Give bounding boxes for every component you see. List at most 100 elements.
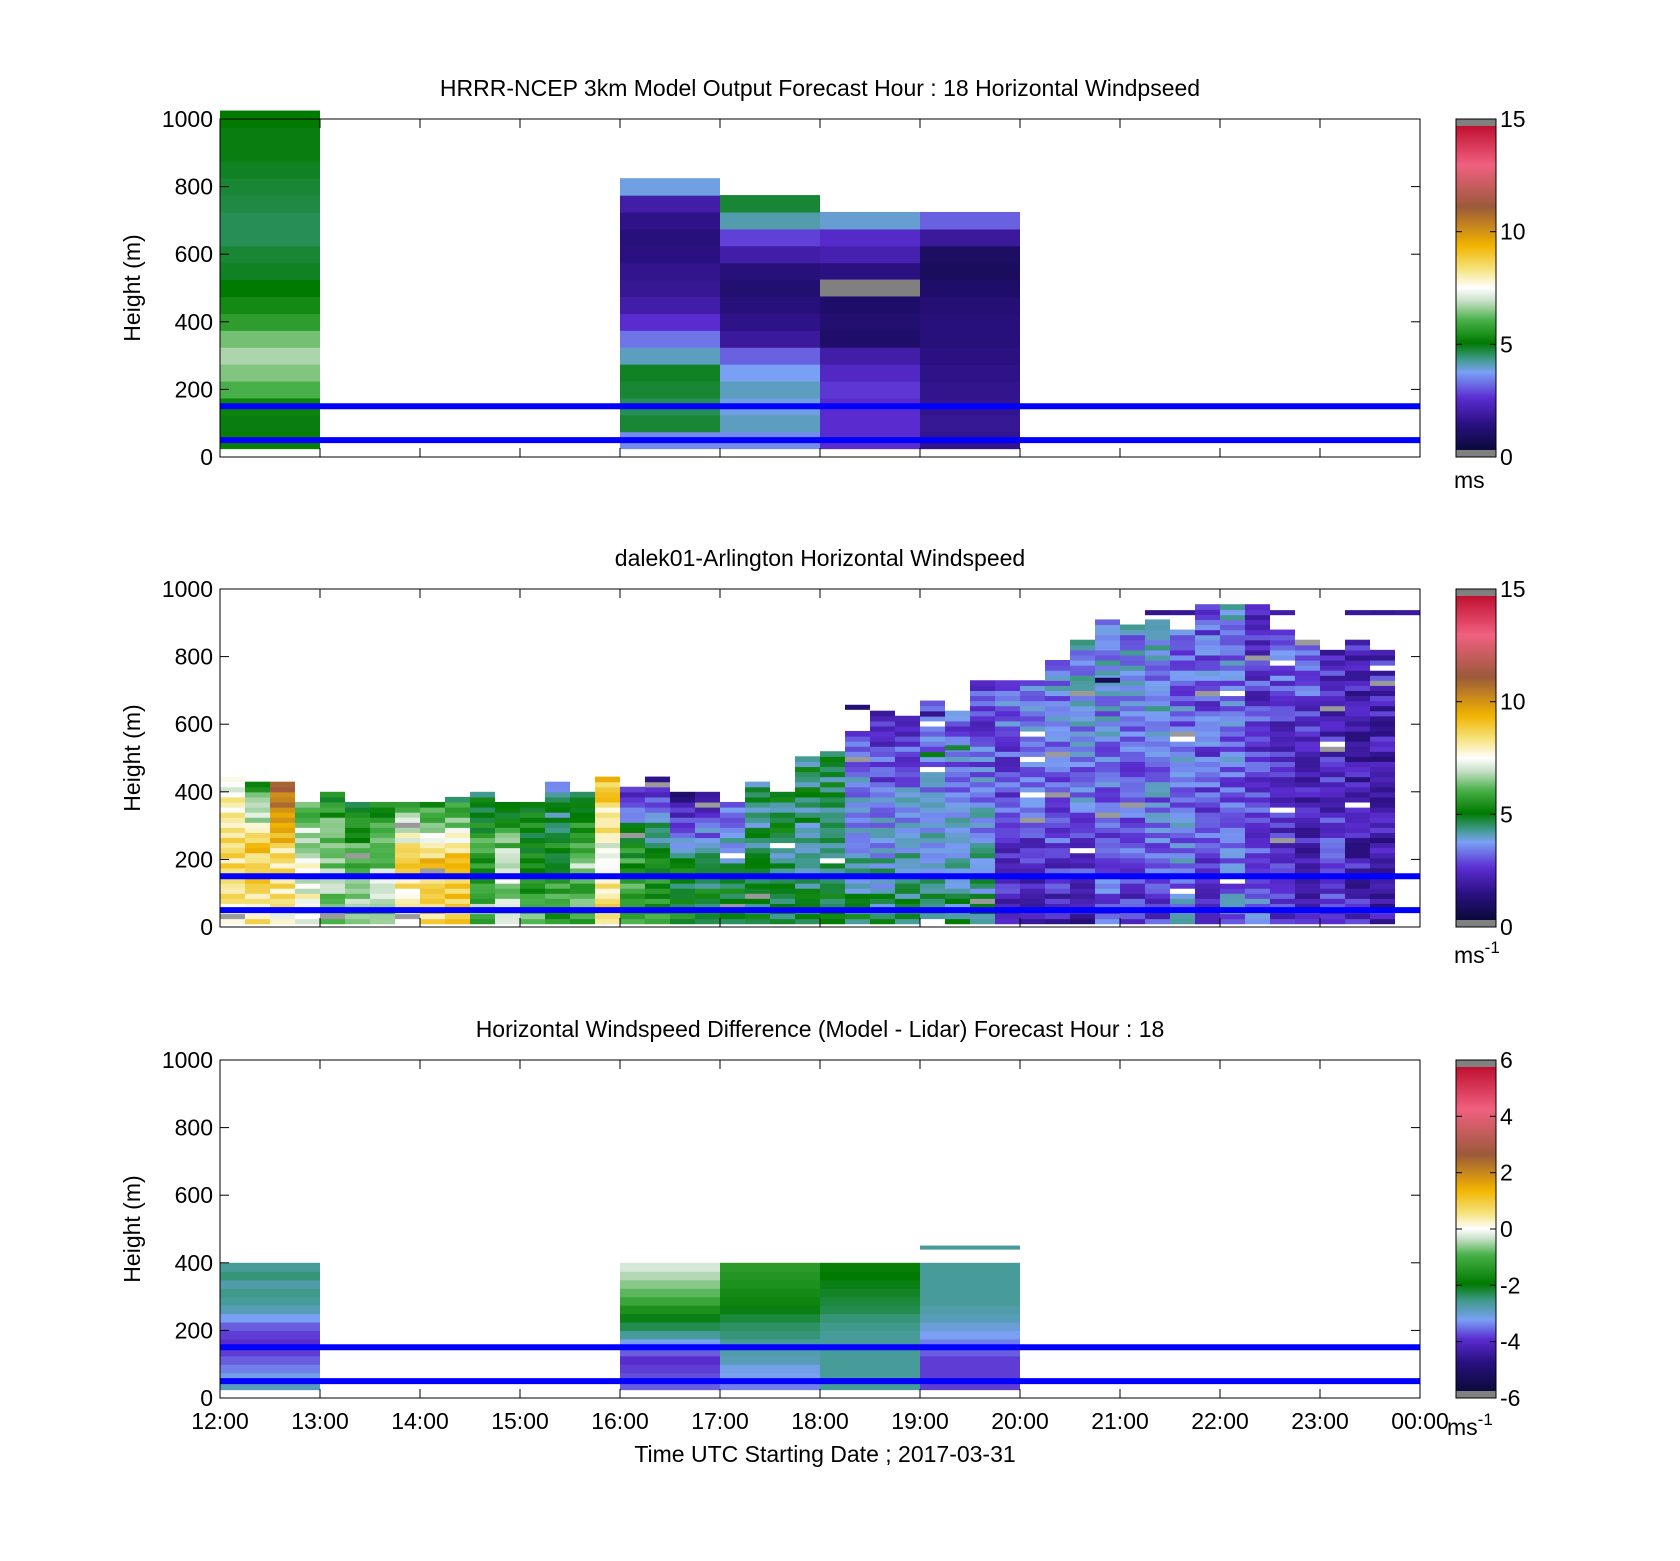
heatmap-cell bbox=[295, 867, 320, 874]
heatmap-cell bbox=[745, 801, 770, 808]
heatmap-cell bbox=[320, 877, 345, 884]
heatmap-cell bbox=[1245, 867, 1270, 874]
heatmap-cell bbox=[820, 211, 920, 230]
heatmap-cell bbox=[720, 296, 820, 314]
heatmap-cell bbox=[1120, 675, 1145, 681]
heatmap-cell bbox=[1270, 913, 1295, 920]
heatmap-cell bbox=[670, 852, 695, 859]
heatmap-cell bbox=[895, 837, 920, 844]
heatmap-cell bbox=[1070, 796, 1095, 803]
heatmap-cell bbox=[1195, 665, 1220, 671]
heatmap-cell bbox=[1320, 746, 1345, 752]
heatmap-cell bbox=[720, 414, 820, 433]
heatmap-cell bbox=[1220, 659, 1245, 666]
x-tick-label: 18:00 bbox=[791, 1408, 849, 1434]
heatmap-cell bbox=[1295, 852, 1320, 859]
heatmap-cell bbox=[945, 903, 970, 910]
heatmap-cell bbox=[1145, 736, 1170, 742]
heatmap-cell bbox=[395, 918, 420, 925]
heatmap-cell bbox=[545, 903, 570, 910]
heatmap-cell bbox=[470, 918, 495, 925]
heatmap-cell bbox=[570, 842, 595, 849]
heatmap-cell bbox=[870, 786, 895, 793]
heatmap-cell bbox=[820, 1330, 920, 1340]
heatmap-cell bbox=[320, 867, 345, 874]
heatmap-cell bbox=[1270, 659, 1295, 666]
y-tick-label: 0 bbox=[200, 1385, 213, 1411]
heatmap-cell bbox=[1170, 610, 1195, 616]
heatmap-cell bbox=[745, 817, 770, 823]
heatmap-cell bbox=[1195, 801, 1220, 808]
heatmap-cell bbox=[1320, 741, 1345, 747]
heatmap-cell bbox=[1220, 746, 1245, 752]
heatmap-cell bbox=[970, 685, 995, 691]
heatmap-cell bbox=[270, 847, 295, 854]
heatmap-cell bbox=[920, 1245, 1020, 1250]
heatmap-cell bbox=[995, 705, 1020, 712]
heatmap-cell bbox=[570, 822, 595, 828]
heatmap-cell bbox=[1170, 715, 1195, 722]
heatmap-cell bbox=[820, 380, 920, 399]
heatmap-cell bbox=[1345, 898, 1370, 904]
heatmap-cell bbox=[620, 1296, 720, 1306]
heatmap-cell bbox=[220, 262, 320, 281]
heatmap-cell bbox=[1220, 827, 1245, 833]
heatmap-cell bbox=[620, 1321, 720, 1331]
heatmap-cell bbox=[845, 761, 870, 768]
heatmap-cell bbox=[1245, 862, 1270, 869]
heatmap-cell bbox=[445, 888, 470, 894]
heatmap-cell bbox=[395, 817, 420, 823]
heatmap-cell bbox=[945, 796, 970, 803]
heatmap-cell bbox=[570, 888, 595, 894]
heatmap-cell bbox=[995, 680, 1020, 686]
heatmap-cell bbox=[820, 877, 845, 884]
heatmap-cell bbox=[1245, 610, 1270, 616]
heatmap-cell bbox=[1145, 619, 1170, 626]
heatmap-cell bbox=[1070, 842, 1095, 849]
heatmap-cell bbox=[1170, 710, 1195, 717]
heatmap-cell bbox=[1220, 761, 1245, 768]
heatmap-cell bbox=[845, 807, 870, 813]
heatmap-cell bbox=[1070, 852, 1095, 859]
heatmap-cell bbox=[220, 842, 245, 849]
heatmap-cell bbox=[1220, 736, 1245, 742]
heatmap-cell bbox=[395, 812, 420, 818]
heatmap-cell bbox=[570, 812, 595, 818]
heatmap-cell bbox=[220, 1313, 320, 1323]
heatmap-cell bbox=[245, 852, 270, 859]
heatmap-cell bbox=[1295, 649, 1320, 656]
x-tick-label: 22:00 bbox=[1191, 1408, 1249, 1434]
heatmap-cell bbox=[270, 877, 295, 884]
heatmap-cell bbox=[495, 888, 520, 894]
heatmap-cell bbox=[1245, 741, 1270, 747]
heatmap-cell bbox=[920, 857, 945, 864]
colorbar-unit: ms-1 bbox=[1447, 1410, 1493, 1440]
heatmap-cell bbox=[970, 771, 995, 778]
heatmap-cell bbox=[820, 801, 845, 808]
heatmap-cell bbox=[1095, 659, 1120, 666]
heatmap-cell bbox=[270, 801, 295, 808]
heatmap-cell bbox=[920, 812, 945, 818]
heatmap-cell bbox=[920, 867, 945, 874]
heatmap-cell bbox=[370, 857, 395, 864]
heatmap-cell bbox=[220, 903, 245, 910]
heatmap-cell bbox=[845, 832, 870, 839]
heatmap-cell bbox=[920, 756, 945, 762]
heatmap-cell bbox=[1095, 680, 1120, 686]
heatmap-cell bbox=[945, 837, 970, 844]
heatmap-cell bbox=[1170, 725, 1195, 732]
heatmap-cell bbox=[420, 812, 445, 818]
heatmap-cell bbox=[220, 1321, 320, 1331]
heatmap-cell bbox=[1345, 690, 1370, 697]
heatmap-cell bbox=[1270, 746, 1295, 752]
heatmap-cell bbox=[1145, 796, 1170, 803]
heatmap-cell bbox=[1370, 746, 1395, 752]
y-axis-label: Height (m) bbox=[119, 1175, 145, 1282]
heatmap-cell bbox=[720, 842, 745, 849]
heatmap-cell bbox=[620, 842, 645, 849]
heatmap-cell bbox=[1245, 614, 1270, 621]
heatmap-cell bbox=[1270, 852, 1295, 859]
heatmap-cell bbox=[1095, 898, 1120, 904]
heatmap-cell bbox=[1220, 822, 1245, 828]
heatmap-cell bbox=[1170, 690, 1195, 697]
